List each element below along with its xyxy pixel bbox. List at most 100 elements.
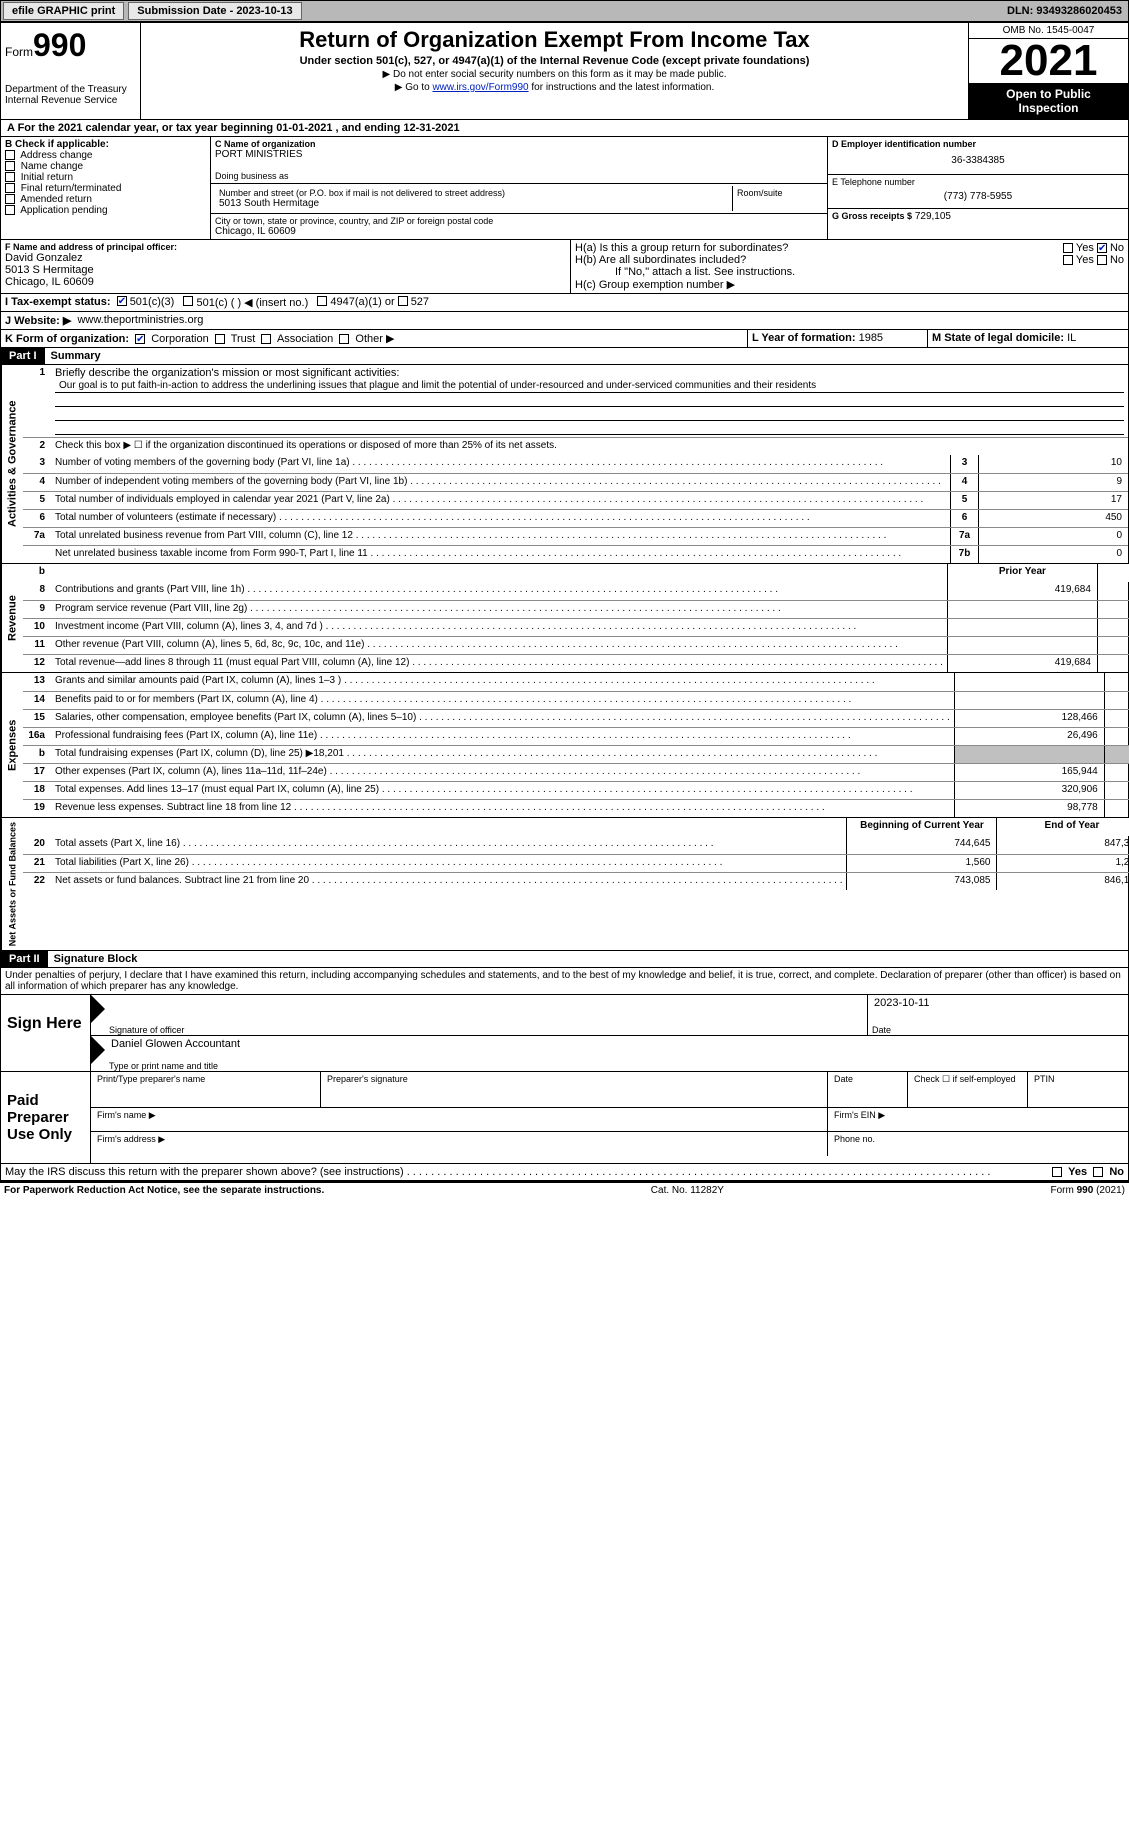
section-a-period: A For the 2021 calendar year, or tax yea… bbox=[1, 120, 1128, 136]
website-label: J Website: ▶ bbox=[5, 314, 71, 327]
summary-line: 22Net assets or fund balances. Subtract … bbox=[23, 872, 1129, 890]
501c-checkbox[interactable] bbox=[183, 296, 193, 306]
h-c-label: H(c) Group exemption number ▶ bbox=[575, 278, 1124, 291]
other-checkbox[interactable] bbox=[339, 334, 349, 344]
summary-line: 12Total revenue—add lines 8 through 11 (… bbox=[23, 654, 1129, 672]
summary-line: 14Benefits paid to or for members (Part … bbox=[23, 691, 1129, 709]
pra-notice: For Paperwork Reduction Act Notice, see … bbox=[4, 1185, 324, 1196]
end-year-header: End of Year bbox=[996, 818, 1129, 836]
h-b-no-checkbox[interactable] bbox=[1097, 255, 1107, 265]
city-label: City or town, state or province, country… bbox=[215, 216, 823, 226]
firm-address-label: Firm's address ▶ bbox=[91, 1132, 828, 1156]
tax-exempt-label: I Tax-exempt status: bbox=[5, 296, 111, 309]
4947-checkbox[interactable] bbox=[317, 296, 327, 306]
self-employed-check[interactable]: Check ☐ if self-employed bbox=[908, 1072, 1028, 1107]
typed-name-label: Type or print name and title bbox=[109, 1061, 218, 1071]
top-toolbar: efile GRAPHIC print Submission Date - 20… bbox=[0, 0, 1129, 22]
summary-line: 13Grants and similar amounts paid (Part … bbox=[23, 673, 1129, 691]
irs-form990-link[interactable]: www.irs.gov/Form990 bbox=[432, 82, 528, 93]
firm-ein-label: Firm's EIN ▶ bbox=[828, 1108, 1128, 1131]
room-suite-label: Room/suite bbox=[737, 188, 819, 198]
form-of-org-label: K Form of organization: bbox=[5, 333, 129, 345]
principal-officer-label: F Name and address of principal officer: bbox=[5, 242, 566, 252]
irs-discuss-question: May the IRS discuss this return with the… bbox=[5, 1166, 1052, 1178]
part-i-title: Summary bbox=[45, 350, 101, 362]
section-b-option: Application pending bbox=[5, 205, 206, 216]
summary-line: 6Total number of volunteers (estimate if… bbox=[23, 509, 1128, 527]
501c3-checkbox[interactable] bbox=[117, 296, 127, 306]
h-b-yes-checkbox[interactable] bbox=[1063, 255, 1073, 265]
section-b-checkbox[interactable] bbox=[5, 194, 15, 204]
association-checkbox[interactable] bbox=[261, 334, 271, 344]
summary-line: 8Contributions and grants (Part VIII, li… bbox=[23, 582, 1129, 600]
revenue-label: Revenue bbox=[1, 564, 23, 672]
submission-date-button[interactable]: Submission Date - 2023-10-13 bbox=[128, 2, 301, 20]
expenses-label: Expenses bbox=[1, 673, 23, 817]
form-header: Form990 Department of the Treasury Inter… bbox=[0, 22, 1129, 120]
section-b-checkbox[interactable] bbox=[5, 205, 15, 215]
current-year-header: Current Year bbox=[1097, 564, 1129, 582]
summary-line: 10Investment income (Part VIII, column (… bbox=[23, 618, 1129, 636]
summary-line: 7aTotal unrelated business revenue from … bbox=[23, 527, 1128, 545]
catalog-number: Cat. No. 11282Y bbox=[651, 1185, 724, 1196]
beginning-year-header: Beginning of Current Year bbox=[846, 818, 996, 836]
summary-line: 21Total liabilities (Part X, line 26)1,5… bbox=[23, 854, 1129, 872]
phone-value: (773) 778-5955 bbox=[832, 187, 1124, 206]
state-domicile-value: IL bbox=[1067, 332, 1076, 344]
dba-label: Doing business as bbox=[215, 171, 823, 181]
h-a-yes-checkbox[interactable] bbox=[1063, 243, 1073, 253]
paid-preparer-block: Paid Preparer Use Only Print/Type prepar… bbox=[0, 1072, 1129, 1164]
summary-line: 18Total expenses. Add lines 13–17 (must … bbox=[23, 781, 1129, 799]
sign-here-block: Sign Here Signature of officer 2023-10-1… bbox=[0, 995, 1129, 1072]
tax-year: 2021 bbox=[969, 39, 1128, 83]
state-domicile-label: M State of legal domicile: bbox=[932, 332, 1064, 344]
perjury-declaration: Under penalties of perjury, I declare th… bbox=[0, 968, 1129, 995]
preparer-date-label: Date bbox=[828, 1072, 908, 1107]
typed-name-arrow-icon bbox=[91, 1036, 105, 1064]
trust-checkbox[interactable] bbox=[215, 334, 225, 344]
page-footer: For Paperwork Reduction Act Notice, see … bbox=[0, 1181, 1129, 1198]
mission-question: Briefly describe the organization's miss… bbox=[55, 367, 1124, 379]
section-b-checkbox[interactable] bbox=[5, 183, 15, 193]
dept-treasury: Department of the Treasury bbox=[5, 84, 136, 95]
summary-line: 9Program service revenue (Part VIII, lin… bbox=[23, 600, 1129, 618]
org-name: PORT MINISTRIES bbox=[215, 149, 823, 160]
section-b-checkbox[interactable] bbox=[5, 172, 15, 182]
section-b-checkbox[interactable] bbox=[5, 161, 15, 171]
org-name-label: C Name of organization bbox=[215, 139, 823, 149]
website-value: www.theportministries.org bbox=[77, 314, 203, 327]
section-b-option: Amended return bbox=[5, 194, 206, 205]
expenses-section: Expenses 13Grants and similar amounts pa… bbox=[0, 673, 1129, 818]
gross-receipts-value: 729,105 bbox=[915, 211, 951, 222]
street-label: Number and street (or P.O. box if mail i… bbox=[219, 188, 728, 198]
h-b-note: If "No," attach a list. See instructions… bbox=[575, 266, 1124, 278]
summary-line: 16aProfessional fundraising fees (Part I… bbox=[23, 727, 1129, 745]
section-b-option: Address change bbox=[5, 150, 206, 161]
form-title: Return of Organization Exempt From Incom… bbox=[145, 27, 964, 53]
year-formation-label: L Year of formation: bbox=[752, 332, 856, 344]
signature-arrow-icon bbox=[91, 995, 105, 1023]
part-i-header: Part I Summary bbox=[0, 348, 1129, 365]
officer-group-block: F Name and address of principal officer:… bbox=[0, 240, 1129, 294]
open-to-public-badge: Open to PublicInspection bbox=[969, 83, 1128, 119]
ein-label: D Employer identification number bbox=[832, 139, 1124, 149]
activities-governance-section: Activities & Governance 1 Briefly descri… bbox=[0, 365, 1129, 564]
efile-print-button[interactable]: efile GRAPHIC print bbox=[3, 2, 124, 20]
irs-discuss-no-checkbox[interactable] bbox=[1093, 1167, 1103, 1177]
section-b-option: Name change bbox=[5, 161, 206, 172]
h-a-no-checkbox[interactable] bbox=[1097, 243, 1107, 253]
firm-phone-label: Phone no. bbox=[828, 1132, 1128, 1156]
section-b-option: Final return/terminated bbox=[5, 183, 206, 194]
form-subtitle: Under section 501(c), 527, or 4947(a)(1)… bbox=[145, 55, 964, 67]
part-ii-header: Part II Signature Block bbox=[0, 951, 1129, 968]
sign-here-label: Sign Here bbox=[1, 995, 91, 1071]
identity-block: B Check if applicable: Address change Na… bbox=[0, 137, 1129, 240]
corporation-checkbox[interactable] bbox=[135, 334, 145, 344]
summary-line: 19Revenue less expenses. Subtract line 1… bbox=[23, 799, 1129, 817]
527-checkbox[interactable] bbox=[398, 296, 408, 306]
h-b-question: H(b) Are all subordinates included? bbox=[575, 254, 1063, 266]
section-b-checkbox[interactable] bbox=[5, 150, 15, 160]
irs-discuss-yes-checkbox[interactable] bbox=[1052, 1167, 1062, 1177]
street-address: 5013 South Hermitage bbox=[219, 198, 728, 209]
officer-name: David Gonzalez bbox=[5, 252, 566, 264]
